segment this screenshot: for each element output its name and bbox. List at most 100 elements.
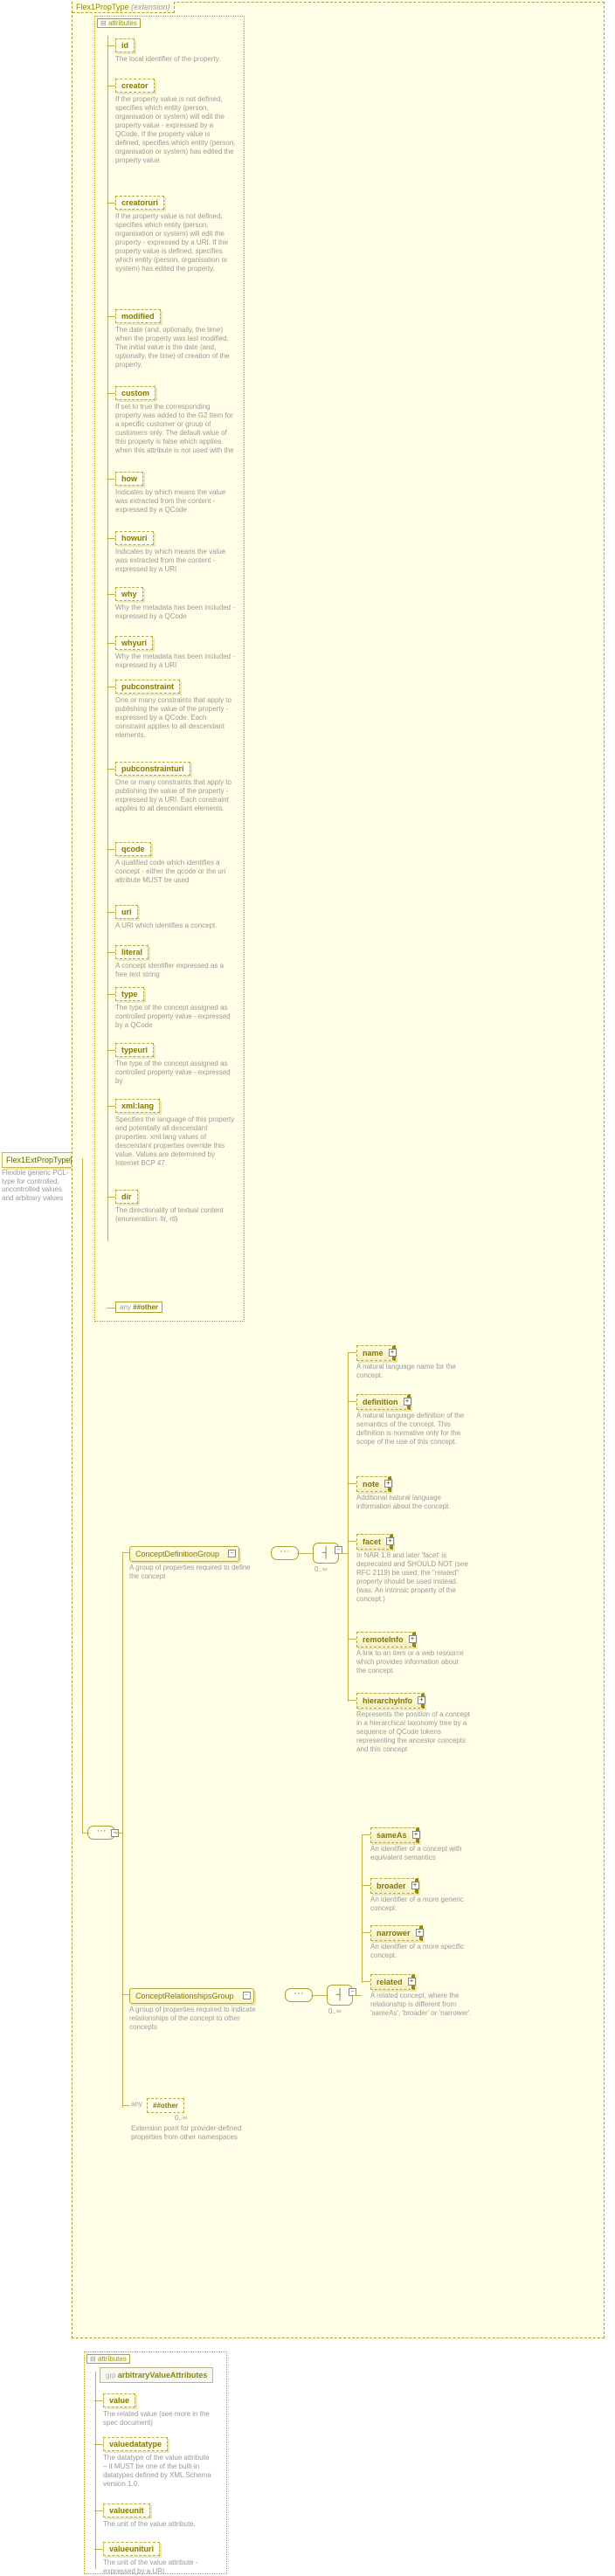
connector-line — [94, 2444, 103, 2445]
element-hierarchyInfo[interactable]: hierarchyInfo+ — [356, 1693, 425, 1709]
element-broader[interactable]: broader+ — [370, 1878, 418, 1894]
connector-line — [348, 1352, 349, 1702]
expand-icon[interactable]: − — [243, 1992, 251, 1999]
group-desc: A group of properties required to indica… — [129, 2006, 260, 2032]
attr-label[interactable]: uri — [115, 905, 138, 919]
attr-group-box[interactable]: arbitraryValueAttributes — [100, 2367, 213, 2383]
connector-line — [107, 952, 115, 953]
connector-line — [107, 479, 115, 480]
connector-line — [107, 1106, 115, 1107]
attr-label[interactable]: dir — [115, 1190, 138, 1204]
attr-label[interactable]: qcode — [115, 842, 151, 856]
connector-line — [107, 769, 115, 770]
root-desc: Flexible generic PCL-type for controlled… — [2, 1169, 70, 1202]
attr-desc: A URI which identifies a concept. — [115, 922, 236, 930]
attr-howuri: howuriIndicates by which means the value… — [115, 531, 236, 574]
expand-icon[interactable]: + — [409, 1635, 417, 1643]
connector-line — [107, 994, 115, 995]
expand-icon[interactable]: + — [384, 1480, 392, 1488]
expand-icon[interactable]: + — [389, 1349, 397, 1357]
extension-header: Flex1PropType (extension) — [73, 2, 175, 13]
attr-label[interactable]: howuri — [115, 531, 154, 545]
connector-line — [311, 1995, 327, 1996]
attr-label[interactable]: modified — [115, 309, 161, 323]
element-facet[interactable]: facet+ — [356, 1534, 393, 1550]
element-narrower[interactable]: narrower+ — [370, 1925, 423, 1941]
element-definition[interactable]: definition+ — [356, 1394, 411, 1410]
attr-xml:lang: xml:langSpecifies the language of this p… — [115, 1099, 236, 1168]
expand-icon[interactable]: + — [411, 1882, 419, 1889]
sequence-icon[interactable] — [285, 1988, 313, 2002]
expand-icon[interactable]: − — [228, 1550, 236, 1557]
attr-label[interactable]: custom — [115, 386, 155, 400]
attr-desc: The date (and, optionally, the time) whe… — [115, 326, 236, 369]
attr-desc: One or many constraints that apply to pu… — [115, 778, 236, 813]
connector-line — [107, 538, 115, 539]
attr-desc: The related value (see more in the spec … — [103, 2410, 215, 2428]
expand-icon[interactable]: + — [404, 1398, 411, 1405]
element-note[interactable]: note+ — [356, 1476, 391, 1492]
expand-icon[interactable]: + — [418, 1696, 425, 1704]
element-remoteInfo[interactable]: remoteInfo+ — [356, 1632, 416, 1647]
expand-icon[interactable]: + — [412, 1831, 420, 1839]
connector-line — [115, 1833, 122, 1834]
attr-label[interactable]: pubconstrainturi — [115, 762, 190, 776]
attr-label[interactable]: id — [115, 38, 135, 52]
attr-typeuri: typeuriThe type of the concept assigned … — [115, 1043, 236, 1086]
attr-label[interactable]: creatoruri — [115, 196, 164, 210]
group-ConceptRelationshipsGroup[interactable]: ConceptRelationshipsGroup− — [129, 1988, 254, 2004]
element-name[interactable]: name+ — [356, 1345, 396, 1361]
expand-icon[interactable]: + — [408, 1978, 416, 1986]
attr-uri: uri A URI which identifies a concept. — [115, 905, 236, 930]
attr-label[interactable]: pubconstraint — [115, 680, 180, 694]
attributes-header[interactable]: attributes — [97, 18, 141, 28]
attr-label[interactable]: value — [103, 2393, 135, 2407]
attr-desc: The type of the concept assigned as cont… — [115, 1004, 236, 1030]
attr-label[interactable]: valuedatatype — [103, 2437, 168, 2451]
choice-icon[interactable]: − — [313, 1543, 339, 1564]
element-sameAs[interactable]: sameAs+ — [370, 1827, 419, 1843]
attr-label[interactable]: whyuri — [115, 636, 153, 650]
connector-line — [122, 1552, 123, 2108]
sequence-icon[interactable] — [271, 1546, 299, 1560]
element-related[interactable]: related+ — [370, 1974, 415, 1990]
attr-label[interactable]: literal — [115, 945, 149, 959]
connector-line — [107, 1197, 115, 1198]
attr-custom: customIf set to true the corresponding p… — [115, 386, 236, 455]
connector-line — [107, 45, 115, 46]
connector-line — [107, 912, 115, 913]
choice-icon[interactable]: − — [327, 1985, 353, 2006]
expand-icon[interactable]: + — [386, 1537, 394, 1545]
occurrence: 0..∞ — [314, 1565, 328, 1573]
attr-label[interactable]: valueunit — [103, 2503, 150, 2517]
root-type-box[interactable]: Flex1ExtPropType − — [2, 1152, 75, 1168]
any-prefix: any — [131, 2100, 142, 2108]
element-desc: A natural language name for the concept. — [356, 1363, 470, 1380]
attr-desc: Indicates by which means the value was e… — [115, 488, 236, 515]
sequence-icon[interactable]: − — [87, 1826, 115, 1840]
element-desc: An identifier of a more generic concept. — [370, 1896, 484, 1913]
attributes-header[interactable]: attributes — [86, 2354, 130, 2364]
attr-why: whyWhy the metadata has been included - … — [115, 587, 236, 621]
connector-line — [82, 1158, 83, 1833]
element-desc: An identifier of a concept with equivale… — [370, 1845, 484, 1862]
connector-line — [362, 1834, 363, 1983]
attr-label[interactable]: valueunituri — [103, 2542, 160, 2556]
any-other-attr: any any ##other##other — [115, 1302, 162, 1313]
any-elem-desc: Extension point for provider-defined pro… — [131, 2124, 245, 2142]
attr-desc: A concept identifier expressed as a free… — [115, 962, 236, 979]
element-desc: A link to an item or a web resource whic… — [356, 1649, 470, 1675]
attr-label[interactable]: typeuri — [115, 1043, 154, 1057]
attr-label[interactable]: why — [115, 587, 143, 601]
attr-desc: The unit of the value attribute - expres… — [103, 2559, 215, 2576]
attr-how: how Indicates by which means the value wa… — [115, 472, 236, 515]
attr-label[interactable]: creator — [115, 79, 155, 93]
connector-line — [107, 393, 115, 394]
element-desc: In NAR 1.8 and later 'facet' is deprecat… — [356, 1551, 470, 1604]
attr-label[interactable]: xml:lang — [115, 1099, 160, 1113]
expand-icon[interactable]: + — [416, 1929, 424, 1937]
attr-label[interactable]: type — [115, 987, 144, 1001]
group-ConceptDefinitionGroup[interactable]: ConceptDefinitionGroup− — [129, 1546, 239, 1562]
connector-line — [107, 316, 115, 317]
attr-label[interactable]: how — [115, 472, 143, 486]
